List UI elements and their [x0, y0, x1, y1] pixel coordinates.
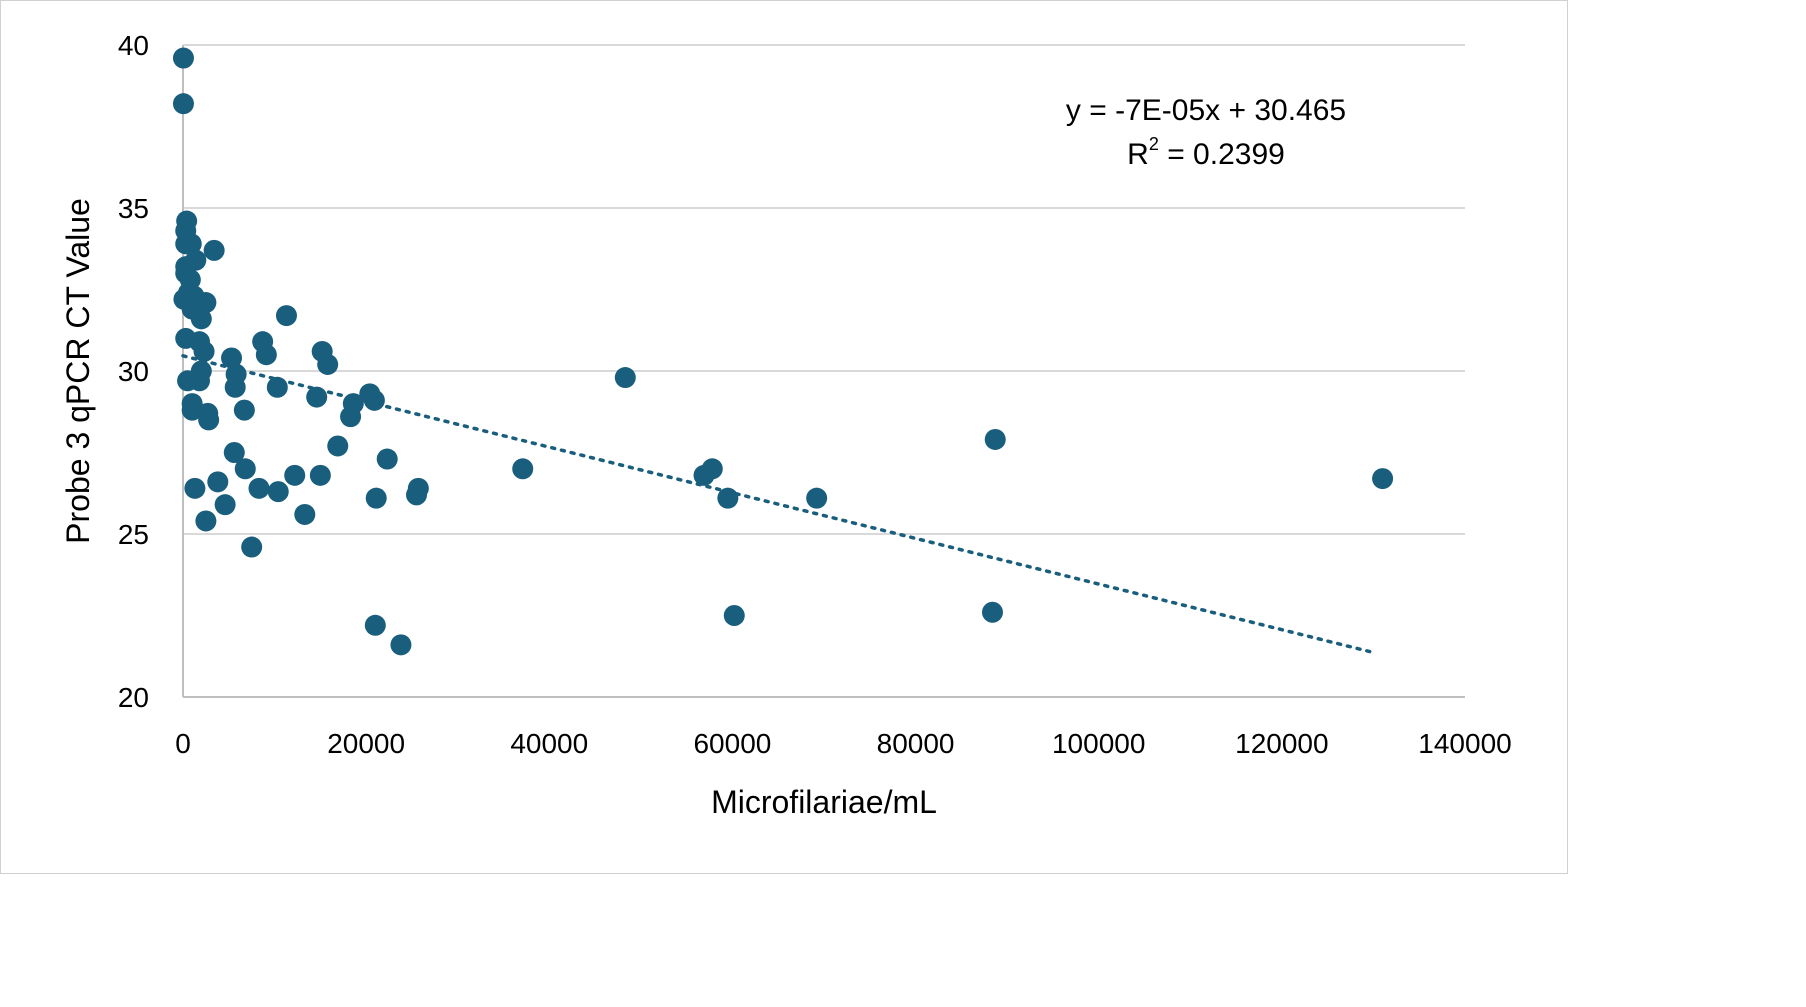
- data-point: [198, 409, 220, 431]
- x-tick-label: 140000: [1418, 728, 1511, 759]
- x-tick-label: 40000: [510, 728, 588, 759]
- data-point: [224, 376, 246, 398]
- data-point: [188, 370, 210, 392]
- tick-labels: 20 25 30 35 40 0 20000 40000 60000 80000 100000 120…: [118, 30, 1512, 759]
- data-point: [185, 249, 207, 271]
- x-axis-title: Microfilariae/mL: [711, 784, 937, 820]
- data-point: [327, 435, 349, 457]
- scatter-chart: 20 25 30 35 40 0 20000 40000 60000 80000 100000 120…: [60, 30, 1512, 820]
- data-point: [407, 477, 429, 499]
- data-point: [221, 347, 243, 369]
- data-point: [284, 464, 306, 486]
- axes: [182, 45, 1465, 698]
- data-point: [306, 386, 328, 408]
- y-tick-label: 35: [118, 193, 149, 224]
- data-point: [172, 93, 194, 115]
- data-point: [190, 308, 212, 330]
- chart-frame: 20 25 30 35 40 0 20000 40000 60000 80000 100000 120…: [0, 0, 1568, 874]
- gridlines: [183, 44, 1465, 535]
- y-tick-label: 30: [118, 356, 149, 387]
- data-points: [172, 47, 1394, 656]
- data-point: [248, 477, 270, 499]
- data-point: [214, 494, 236, 516]
- data-point: [376, 448, 398, 470]
- x-tick-label: 120000: [1235, 728, 1328, 759]
- data-point: [365, 487, 387, 509]
- data-point: [255, 344, 277, 366]
- data-point: [981, 601, 1003, 623]
- x-tick-label: 20000: [327, 728, 405, 759]
- data-point: [223, 442, 245, 463]
- data-point: [267, 481, 289, 503]
- data-point: [180, 233, 202, 255]
- data-point: [363, 389, 385, 411]
- y-tick-label: 40: [118, 30, 149, 61]
- data-point: [723, 605, 745, 626]
- x-tick-label: 80000: [877, 728, 955, 759]
- data-point: [317, 353, 339, 375]
- data-point: [234, 458, 256, 480]
- data-point: [241, 536, 263, 558]
- data-point: [984, 428, 1006, 450]
- data-point: [340, 406, 362, 428]
- y-tick-label: 25: [118, 519, 149, 550]
- x-tick-label: 0: [175, 728, 191, 759]
- r-squared-exponent: 2: [1149, 134, 1159, 154]
- data-point: [701, 458, 723, 480]
- y-tick-label: 20: [118, 682, 149, 713]
- data-point: [364, 614, 386, 636]
- x-tick-label: 100000: [1052, 728, 1145, 759]
- data-point: [806, 487, 828, 509]
- data-point: [390, 634, 412, 656]
- data-point: [275, 305, 297, 327]
- x-tick-label: 60000: [693, 728, 771, 759]
- data-point: [266, 376, 288, 398]
- data-point: [193, 340, 215, 362]
- data-point: [181, 399, 203, 421]
- data-point: [172, 47, 194, 69]
- trendline-r-squared: R2 = 0.2399: [1127, 134, 1285, 171]
- data-point: [207, 471, 229, 493]
- data-point: [203, 239, 225, 261]
- y-axis-title: Probe 3 qPCR CT Value: [60, 198, 96, 544]
- data-point: [233, 399, 255, 421]
- data-point: [1372, 468, 1394, 490]
- data-point: [512, 458, 534, 480]
- r-squared-label: R: [1127, 138, 1149, 171]
- r-squared-value: = 0.2399: [1159, 138, 1285, 171]
- data-point: [294, 503, 316, 525]
- data-point: [184, 477, 206, 499]
- data-point: [614, 367, 636, 389]
- data-point: [717, 487, 739, 509]
- data-point: [195, 510, 217, 532]
- trendline-equation: y = -7E-05x + 30.465: [1066, 94, 1346, 127]
- data-point: [309, 464, 331, 486]
